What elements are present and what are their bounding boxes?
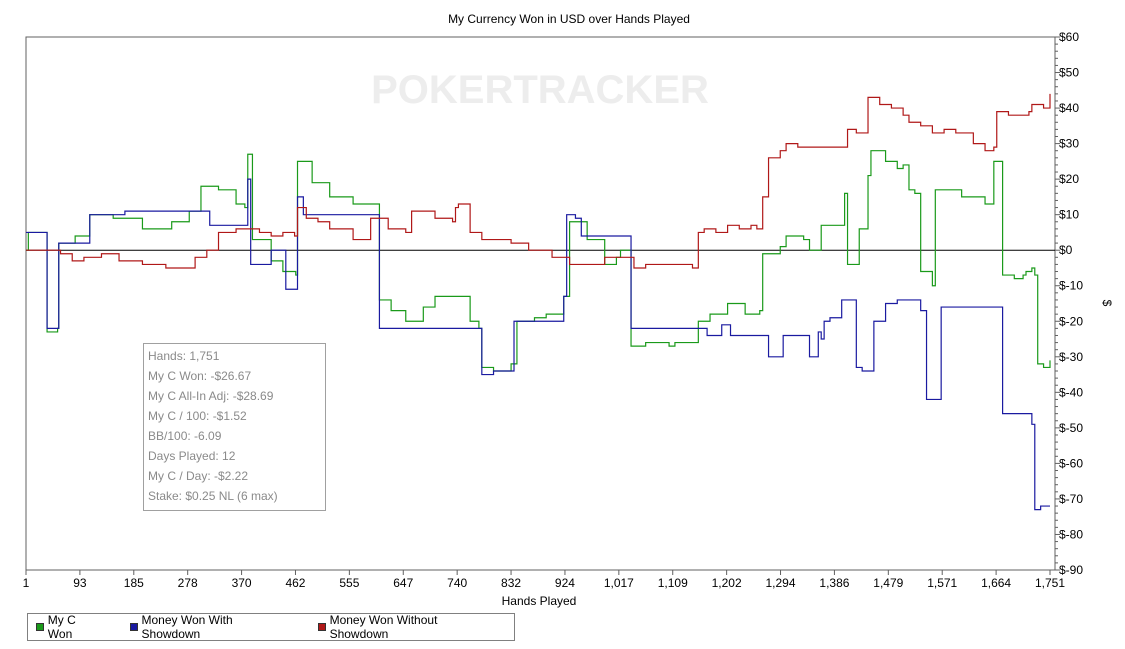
y-tick-label: $-70	[1059, 492, 1083, 506]
x-tick-label: 1,479	[873, 576, 903, 590]
y-tick-label: $0	[1059, 243, 1073, 257]
stat-won: My C Won: -$26.67	[148, 369, 252, 383]
y-tick-label: $-50	[1059, 421, 1083, 435]
x-tick-label: 370	[232, 576, 252, 590]
stat-per-100: My C / 100: -$1.52	[148, 409, 247, 423]
x-tick-label: 1,017	[604, 576, 634, 590]
y-axis-title: $	[1100, 300, 1114, 307]
x-tick-label: 647	[393, 576, 413, 590]
y-tick-label: $-40	[1059, 385, 1083, 399]
legend-label: Money Won With Showdown	[141, 613, 233, 641]
y-tick-label: $20	[1059, 172, 1079, 186]
x-tick-label: 924	[555, 576, 575, 590]
x-axis-title: Hands Played	[502, 594, 577, 608]
x-tick-label: 93	[73, 576, 87, 590]
legend-label: My C Won	[47, 613, 76, 641]
x-tick-label: 1,202	[712, 576, 742, 590]
x-tick-label: 832	[501, 576, 521, 590]
y-tick-label: $40	[1059, 101, 1079, 115]
y-tick-label: $30	[1059, 137, 1079, 151]
y-axis: $60 $50 $40 $30 $20 $10 $0 $-10 $-20 $-30 $-40 $-50…	[1055, 30, 1083, 577]
x-tick-label: 278	[178, 576, 198, 590]
y-tick-label: $-20	[1059, 314, 1083, 328]
x-axis: 1 93 185 278 370 462 555 647 740 832 924 1,017 1,109…	[23, 570, 1065, 590]
y-tick-label: $50	[1059, 66, 1079, 80]
legend-item-my-c-won[interactable]: My C Won	[36, 613, 102, 641]
y-tick-label: $10	[1059, 208, 1079, 222]
x-tick-label: 185	[124, 576, 144, 590]
series-line-money-won-with-showdown	[26, 178, 1050, 511]
y-tick-label: $-60	[1059, 456, 1083, 470]
legend-label: Money Won Without Showdown	[329, 613, 438, 641]
x-tick-label: 1,386	[819, 576, 849, 590]
y-tick-label: $-80	[1059, 527, 1083, 541]
x-tick-label: 555	[339, 576, 359, 590]
stat-stake: Stake: $0.25 NL (6 max)	[148, 489, 278, 503]
stat-bb-100: BB/100: -6.09	[148, 429, 222, 443]
series-line-my-c-won	[26, 150, 1051, 372]
chart-title: My Currency Won in USD over Hands Played	[448, 12, 690, 26]
x-tick-label: 740	[447, 576, 467, 590]
legend-item-with-showdown[interactable]: Money Won With Showdown	[129, 613, 290, 641]
y-tick-label: $-90	[1059, 563, 1083, 577]
stats-box: Hands: 1,751 My C Won: -$26.67 My C All-…	[143, 343, 326, 511]
plot-area	[25, 36, 1056, 571]
x-tick-label: 1,664	[981, 576, 1011, 590]
x-tick-label: 1	[23, 576, 30, 590]
y-tick-label: $60	[1059, 30, 1079, 44]
stat-per-day: My C / Day: -$2.22	[148, 469, 249, 483]
x-tick-label: 1,294	[766, 576, 796, 590]
series-line-money-won-without-showdown	[26, 93, 1051, 269]
legend: My C Won Money Won With Showdown Money W…	[27, 613, 515, 641]
legend-item-without-showdown[interactable]: Money Won Without Showdown	[317, 613, 494, 641]
legend-swatch-green	[36, 623, 44, 631]
y-tick-label: $-30	[1059, 350, 1083, 364]
series-layer	[26, 93, 1051, 511]
legend-swatch-blue	[129, 623, 138, 631]
stat-hands: Hands: 1,751	[148, 349, 220, 363]
x-tick-label: 1,109	[658, 576, 688, 590]
x-tick-label: 1,571	[927, 576, 957, 590]
x-tick-label: 1,751	[1035, 576, 1065, 590]
stat-days-played: Days Played: 12	[148, 449, 236, 463]
legend-swatch-red	[317, 623, 326, 631]
x-tick-label: 462	[285, 576, 305, 590]
watermark-logo: POKERTRACKER	[371, 68, 709, 112]
stat-allin-adj: My C All-In Adj: -$28.69	[148, 389, 274, 403]
y-tick-label: $-10	[1059, 279, 1083, 293]
